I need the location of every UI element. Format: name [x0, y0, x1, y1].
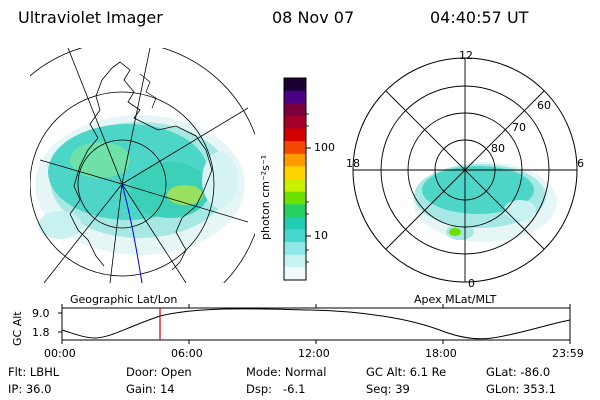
info-mode: Mode: Normal	[246, 365, 327, 379]
colorbar-unit-label: photon cm⁻²s⁻¹	[259, 154, 272, 240]
coastline	[69, 61, 213, 271]
info-gain: Gain: 14	[126, 382, 175, 396]
mlt-label-18: 18	[346, 157, 360, 170]
geographic-map	[30, 48, 255, 283]
magnetic-caption: Apex MLat/MLT	[414, 293, 497, 306]
colorbar-segment	[284, 103, 306, 117]
mlt-label-6: 6	[577, 157, 584, 170]
colorbar-segment	[284, 166, 306, 180]
info-dsp: Dsp: -6.1	[246, 382, 306, 396]
mlt-label-0: 0	[468, 277, 475, 290]
colorbar-segment	[284, 153, 306, 167]
info-glat: GLat: -86.0	[486, 365, 551, 379]
info-flt: Flt: LBHL	[8, 365, 60, 379]
info-ip: IP: 36.0	[8, 382, 52, 396]
time-tick-2359: 23:59	[552, 347, 584, 360]
colorbar-frame	[283, 77, 307, 281]
info-door: Door: Open	[126, 365, 192, 379]
aurora-image-magnetic	[413, 162, 557, 242]
colorbar-segment	[284, 90, 306, 104]
magnetic-polar-plot	[352, 57, 578, 283]
altitude-ylabel: GC Alt	[11, 311, 24, 346]
aurora-image-geographic	[35, 115, 245, 255]
colorbar-tick-100: 100	[314, 141, 335, 154]
colorbar-segment	[284, 78, 306, 92]
info-glon: GLon: 353.1	[486, 382, 556, 396]
time-tick-1800: 18:00	[425, 347, 457, 360]
colorbar-segment	[284, 128, 306, 142]
colorbar	[284, 78, 306, 281]
colorbar-segment	[284, 115, 306, 130]
altitude-curve	[61, 308, 571, 340]
colorbar-segment	[284, 254, 306, 268]
meridian-lines	[39, 48, 249, 283]
colorbar-segment	[284, 242, 306, 256]
instrument-title: Ultraviolet Imager	[18, 8, 163, 27]
time-label: 04:40:57 UT	[430, 8, 529, 27]
blue-reference-line	[121, 183, 143, 283]
time-tick-0000: 00:00	[44, 347, 76, 360]
colorbar-segment	[284, 141, 306, 155]
colorbar-segment	[284, 229, 306, 243]
altitude-tick-high: 9.0	[32, 307, 50, 320]
colorbar-segment	[284, 191, 306, 205]
info-gc-alt: GC Alt: 6.1 Re	[366, 365, 447, 379]
altitude-tick-low: 1.8	[32, 326, 50, 339]
time-tick-1200: 12:00	[298, 347, 330, 360]
date-label: 08 Nov 07	[272, 8, 355, 27]
mlt-label-12: 12	[459, 49, 473, 62]
info-seq: Seq: 39	[366, 382, 410, 396]
lat-label-80: 80	[491, 142, 505, 155]
colorbar-segment	[284, 267, 306, 281]
time-tick-0600: 06:00	[171, 347, 203, 360]
colorbar-tick-10: 10	[314, 229, 328, 242]
colorbar-segment	[284, 179, 306, 193]
colorbar-segment	[284, 204, 306, 218]
geographic-caption: Geographic Lat/Lon	[70, 293, 178, 306]
lat-label-70: 70	[512, 121, 526, 134]
altitude-plot	[58, 304, 571, 344]
colorbar-segment	[284, 216, 306, 231]
lat-label-60: 60	[537, 99, 551, 112]
